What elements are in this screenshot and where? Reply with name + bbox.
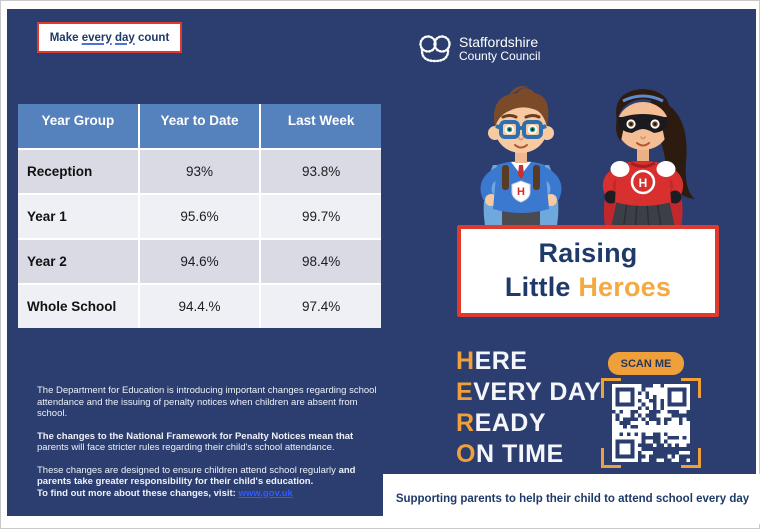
- banner-word: Make: [49, 31, 82, 44]
- qr-code: [612, 384, 690, 462]
- qr-code-block: [601, 378, 701, 468]
- paragraph-changes: These changes are designed to ensure chi…: [37, 464, 356, 499]
- table-row-label: Reception: [18, 150, 138, 193]
- hero-line: ON TIME: [456, 440, 564, 468]
- table-row-label: Year 1: [18, 195, 138, 238]
- table-cell-last-week: 93.8%: [261, 150, 381, 193]
- hero-acrostic: HERE EVERY DAY READY ON TIME: [456, 346, 636, 470]
- make-every-day-count-banner: Make every day count: [37, 22, 182, 53]
- banner-word: count: [134, 31, 170, 44]
- gov-uk-link[interactable]: www.gov.uk: [238, 487, 293, 499]
- hero-girl-figure: H: [602, 89, 695, 232]
- paragraph-dfe: The Department for Education is introduc…: [37, 385, 377, 419]
- table-row-label: Year 2: [18, 240, 138, 283]
- qr-corner-bracket: [601, 448, 621, 468]
- raising-line1: Raising: [538, 238, 638, 269]
- staffordshire-logo: Staffordshire County Council: [415, 31, 540, 67]
- footer-strip: Supporting parents to help their child t…: [383, 474, 760, 524]
- column-header-year-group: Year Group: [18, 104, 138, 148]
- qr-corner-bracket: [601, 378, 621, 398]
- logo-name: Staffordshire: [459, 34, 539, 51]
- table-cell-last-week: 97.4%: [261, 285, 381, 328]
- table-cell-ytd: 94.6%: [139, 240, 260, 283]
- superhero-kids-illustration: H: [480, 86, 695, 232]
- svg-text:H: H: [517, 186, 525, 198]
- hero-line: HERE: [456, 347, 528, 375]
- paragraph-framework: The changes to the National Framework fo…: [37, 430, 354, 454]
- svg-text:H: H: [639, 176, 648, 190]
- banner-word-underlined: every: [81, 31, 112, 44]
- scan-me-badge: SCAN ME: [608, 352, 684, 375]
- table-cell-last-week: 99.7%: [261, 195, 381, 238]
- poster-background: Make every day count Staffordshire Count…: [7, 9, 760, 524]
- column-header-year-to-date: Year to Date: [139, 104, 260, 148]
- table-cell-ytd: 95.6%: [139, 195, 260, 238]
- qr-corner-bracket: [681, 448, 701, 468]
- table-cell-ytd: 94.4.%: [139, 285, 260, 328]
- logo-subname: County Council: [459, 49, 541, 64]
- column-header-last-week: Last Week: [261, 104, 381, 148]
- qr-corner-bracket: [681, 378, 701, 398]
- hero-boy-figure: H: [480, 86, 562, 231]
- table-cell-ytd: 93%: [139, 150, 260, 193]
- footer-text: Supporting parents to help their child t…: [395, 493, 750, 505]
- table-row-label: Whole School: [18, 285, 138, 328]
- banner-word-underlined: day: [114, 31, 135, 44]
- staffordshire-knot-icon: [419, 35, 451, 63]
- attendance-info-text: The Department for Education is introduc…: [37, 385, 385, 510]
- raising-little-heroes-box: Raising Little Heroes: [457, 225, 719, 317]
- raising-line2-orange: Heroes: [578, 272, 672, 302]
- hero-line: EVERY DAY: [456, 378, 602, 406]
- raising-line2-navy: Little: [504, 272, 579, 302]
- table-cell-last-week: 98.4%: [261, 240, 381, 283]
- hero-line: READY: [456, 409, 547, 437]
- attendance-table: Year Group Year to Date Last Week Recept…: [18, 104, 381, 328]
